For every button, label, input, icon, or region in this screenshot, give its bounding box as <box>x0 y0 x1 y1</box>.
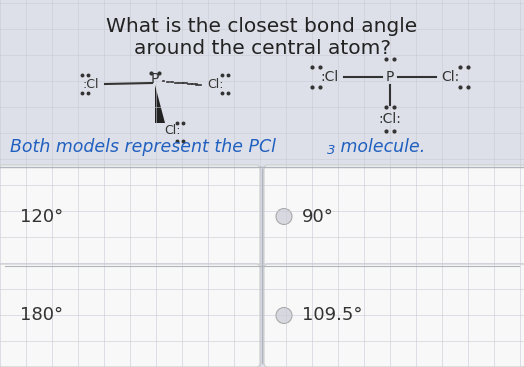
FancyBboxPatch shape <box>264 264 524 367</box>
Text: Cl:: Cl: <box>164 124 180 138</box>
Text: 120°: 120° <box>20 207 63 225</box>
Text: Cl:: Cl: <box>207 77 224 91</box>
Circle shape <box>276 308 292 323</box>
Text: around the central atom?: around the central atom? <box>134 40 390 58</box>
Polygon shape <box>155 85 165 123</box>
Text: Both models represent the PCl: Both models represent the PCl <box>10 138 276 156</box>
FancyBboxPatch shape <box>264 165 524 268</box>
FancyBboxPatch shape <box>0 264 260 367</box>
Text: 109.5°: 109.5° <box>302 306 363 324</box>
Text: 90°: 90° <box>302 207 334 225</box>
Text: :Cl:: :Cl: <box>378 112 401 126</box>
Text: P: P <box>151 72 159 86</box>
FancyBboxPatch shape <box>0 165 260 268</box>
Text: P: P <box>386 70 394 84</box>
Text: 180°: 180° <box>20 306 63 324</box>
Text: What is the closest bond angle: What is the closest bond angle <box>106 18 418 36</box>
Text: molecule.: molecule. <box>335 138 425 156</box>
Text: :Cl: :Cl <box>321 70 339 84</box>
Text: :Cl: :Cl <box>82 77 99 91</box>
Circle shape <box>276 208 292 225</box>
Text: 3: 3 <box>327 145 335 157</box>
Text: Cl:: Cl: <box>441 70 459 84</box>
